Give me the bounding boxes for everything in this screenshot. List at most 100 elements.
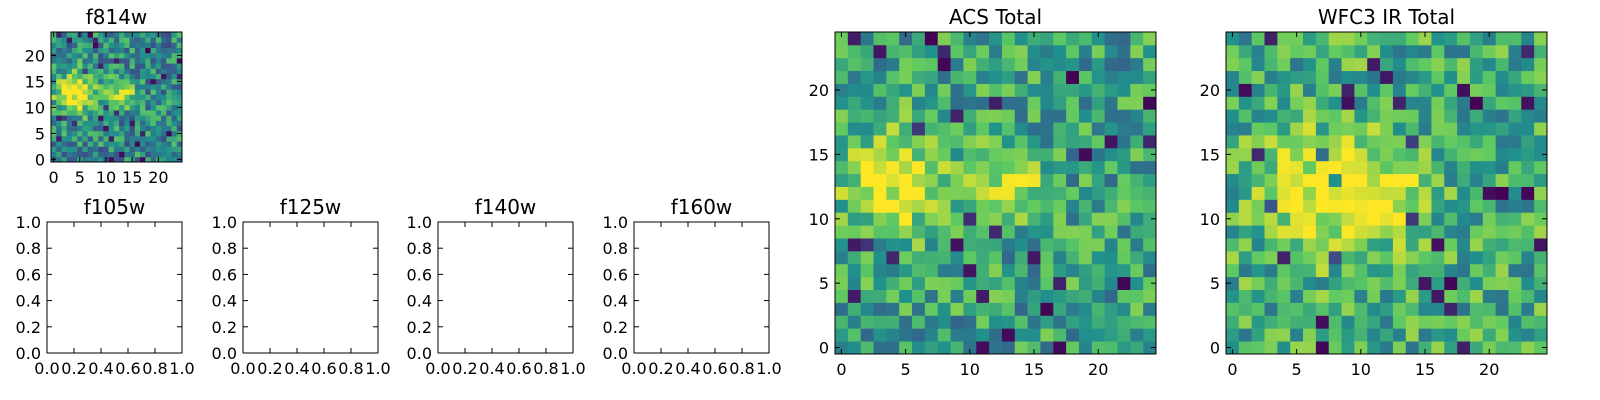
y-tick-label: 20 xyxy=(1200,81,1220,100)
heatmap-cell xyxy=(1238,238,1253,252)
heatmap-cell xyxy=(1014,186,1028,200)
heatmap-cell xyxy=(835,212,849,226)
heatmap-cell xyxy=(161,78,167,85)
heatmap-cell xyxy=(1534,109,1548,123)
heatmap-cell xyxy=(98,47,104,54)
heatmap-cell xyxy=(1457,173,1471,187)
heatmap-cell xyxy=(1341,109,1355,123)
heatmap-cell xyxy=(145,32,151,38)
heatmap-cell xyxy=(1143,186,1157,200)
heatmap-cell xyxy=(1251,276,1265,290)
heatmap-cell xyxy=(150,84,157,90)
heatmap-cell xyxy=(98,110,104,116)
heatmap-cell xyxy=(61,125,68,132)
heatmap-cell xyxy=(1354,289,1368,303)
heatmap-cell xyxy=(924,109,939,123)
heatmap-cell xyxy=(1508,122,1522,136)
panel-title: WFC3 IR Total xyxy=(1318,5,1455,29)
heatmap-cell xyxy=(1130,32,1144,46)
heatmap-cell xyxy=(1341,315,1355,329)
heatmap-cell xyxy=(1367,263,1381,278)
heatmap-cell xyxy=(1469,263,1484,278)
heatmap-cell xyxy=(873,83,887,97)
heatmap-cell xyxy=(61,110,68,116)
heatmap-cell xyxy=(1091,96,1106,110)
heatmap-cell xyxy=(140,37,146,43)
heatmap-cell xyxy=(1091,122,1106,136)
heatmap-cell xyxy=(92,120,99,126)
heatmap-cell xyxy=(1328,83,1342,97)
heatmap-cell xyxy=(1469,341,1484,355)
heatmap-cell xyxy=(87,63,94,69)
heatmap-cell xyxy=(1078,96,1093,110)
heatmap-cell xyxy=(1238,135,1253,149)
heatmap-cell xyxy=(1290,212,1304,226)
heatmap-cell xyxy=(103,73,110,80)
heatmap-cell xyxy=(1143,135,1157,149)
heatmap-cell xyxy=(51,47,57,54)
heatmap-cell xyxy=(1495,122,1509,136)
heatmap-cell xyxy=(912,263,926,278)
heatmap-cell xyxy=(1418,315,1432,329)
heatmap-cell xyxy=(1380,328,1394,342)
heatmap-cell xyxy=(171,99,178,106)
heatmap-cell xyxy=(119,110,125,116)
heatmap-cell xyxy=(1508,70,1522,84)
heatmap-cell xyxy=(1328,186,1342,200)
heatmap-cell xyxy=(56,78,62,85)
heatmap-cell xyxy=(77,73,83,80)
heatmap-cell xyxy=(82,78,89,85)
heatmap-cell xyxy=(1341,135,1355,149)
heatmap-cell xyxy=(886,83,900,97)
heatmap-cell xyxy=(1143,276,1157,290)
heatmap-cell xyxy=(66,42,73,48)
heatmap-cell xyxy=(976,70,990,84)
heatmap-cell xyxy=(1315,199,1330,213)
heatmap-cell xyxy=(860,263,874,278)
heatmap-cell xyxy=(873,225,887,239)
heatmap-cell xyxy=(989,57,1003,72)
heatmap-cell xyxy=(166,99,172,106)
heatmap-cell xyxy=(1040,276,1054,290)
heatmap-cell xyxy=(1405,315,1419,329)
heatmap-cell xyxy=(912,225,926,239)
heatmap-cell xyxy=(1469,122,1484,136)
heatmap-cell xyxy=(1040,135,1054,149)
heatmap-cell xyxy=(129,52,136,59)
heatmap-cell xyxy=(963,44,977,59)
heatmap-cell xyxy=(108,130,115,137)
heatmap-cell xyxy=(1380,315,1394,329)
heatmap-cell xyxy=(1091,44,1106,59)
heatmap-cell xyxy=(1341,199,1355,213)
heatmap-cell xyxy=(976,250,990,265)
heatmap-cell xyxy=(873,328,887,342)
heatmap-cell xyxy=(1143,341,1157,355)
heatmap-cell xyxy=(150,125,157,132)
heatmap-cell xyxy=(1508,109,1522,123)
heatmap-cell xyxy=(1380,250,1394,265)
heatmap-cell xyxy=(1053,83,1067,97)
heatmap-cell xyxy=(56,32,62,38)
heatmap-cell xyxy=(61,99,68,106)
heatmap-cell xyxy=(1495,276,1509,290)
heatmap-cell xyxy=(1104,173,1118,187)
heatmap-cell xyxy=(989,276,1003,290)
heatmap-cell xyxy=(1130,276,1144,290)
heatmap-cell xyxy=(155,146,162,152)
heatmap-cell xyxy=(82,42,89,48)
heatmap-cell xyxy=(1392,147,1407,162)
heatmap-cell xyxy=(1053,109,1067,123)
y-tick-label: 0.6 xyxy=(603,265,628,284)
heatmap-cell xyxy=(1457,109,1471,123)
heatmap-cell xyxy=(1418,44,1432,59)
heatmap-cell xyxy=(912,109,926,123)
heatmap-cell xyxy=(176,42,183,48)
heatmap-cell xyxy=(1053,276,1067,290)
heatmap-cell xyxy=(1066,238,1080,252)
heatmap-cell xyxy=(61,120,68,126)
heatmap-cell xyxy=(976,212,990,226)
heatmap-cell xyxy=(119,78,125,85)
heatmap-cell xyxy=(161,47,167,54)
heatmap-cell xyxy=(1078,109,1093,123)
heatmap-cell xyxy=(108,32,115,38)
